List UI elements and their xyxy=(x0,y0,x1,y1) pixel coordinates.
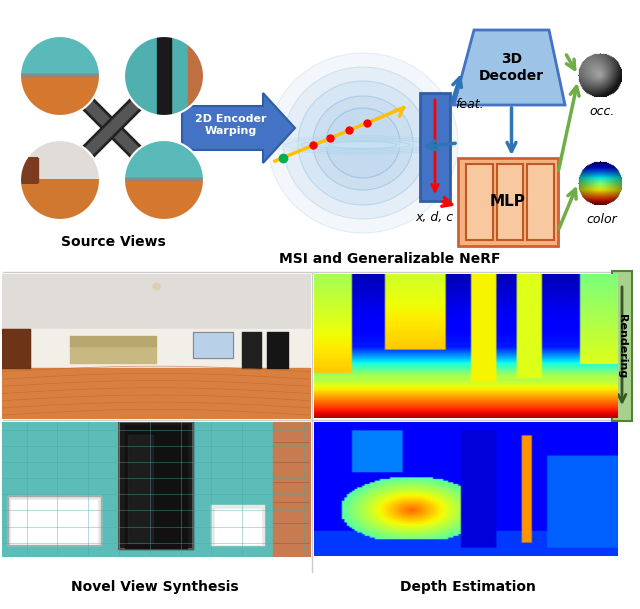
Bar xyxy=(527,164,554,240)
FancyBboxPatch shape xyxy=(420,93,450,201)
Text: feat.: feat. xyxy=(455,98,484,111)
Ellipse shape xyxy=(298,81,428,205)
Bar xyxy=(193,331,233,357)
Text: MLP: MLP xyxy=(490,194,526,209)
Text: Novel View Synthesis: Novel View Synthesis xyxy=(71,580,239,594)
Bar xyxy=(497,164,524,240)
Ellipse shape xyxy=(313,96,413,190)
Ellipse shape xyxy=(326,108,400,178)
Polygon shape xyxy=(454,30,565,105)
Text: color: color xyxy=(587,213,618,226)
Text: Source Views: Source Views xyxy=(61,235,165,249)
Ellipse shape xyxy=(283,67,443,219)
Text: 3D
Decoder: 3D Decoder xyxy=(479,52,544,83)
FancyBboxPatch shape xyxy=(612,271,632,421)
Bar xyxy=(466,164,493,240)
Bar xyxy=(8,496,100,545)
Text: x, d, c: x, d, c xyxy=(415,211,453,224)
Text: 2D Encoder
Warping: 2D Encoder Warping xyxy=(195,114,266,136)
Text: Rendering: Rendering xyxy=(617,314,627,378)
Text: MSI and Generalizable NeRF: MSI and Generalizable NeRF xyxy=(279,252,500,266)
Ellipse shape xyxy=(301,139,425,151)
Bar xyxy=(458,158,558,246)
Text: Depth Estimation: Depth Estimation xyxy=(400,580,536,594)
Text: occ.: occ. xyxy=(589,105,614,118)
Polygon shape xyxy=(182,93,295,163)
Ellipse shape xyxy=(268,53,458,233)
Ellipse shape xyxy=(285,138,441,152)
Ellipse shape xyxy=(270,136,456,154)
Ellipse shape xyxy=(316,141,410,149)
Ellipse shape xyxy=(329,141,397,149)
Bar xyxy=(119,422,193,549)
